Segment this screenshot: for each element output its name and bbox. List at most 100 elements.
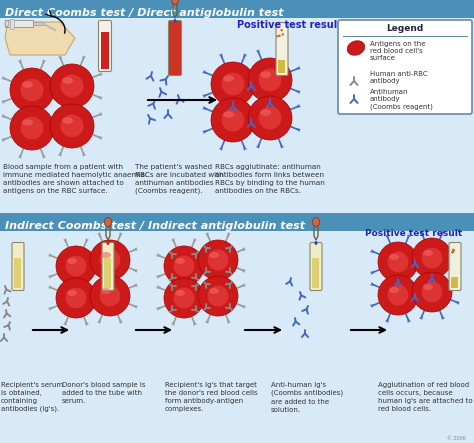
Text: Direct Coombs test / Direct antiglobulin test: Direct Coombs test / Direct antiglobulin…: [5, 8, 283, 18]
Circle shape: [65, 256, 86, 276]
Ellipse shape: [312, 218, 319, 226]
Ellipse shape: [260, 109, 271, 116]
Circle shape: [452, 251, 454, 253]
FancyBboxPatch shape: [338, 20, 472, 114]
Circle shape: [421, 282, 442, 303]
Ellipse shape: [22, 119, 33, 126]
Bar: [0, 0, 474, 18]
Bar: [10, 19, 14, 29]
Circle shape: [258, 69, 282, 91]
Circle shape: [421, 248, 442, 268]
Bar: [101, 31, 109, 69]
Ellipse shape: [67, 290, 77, 296]
Circle shape: [61, 115, 83, 137]
Ellipse shape: [389, 287, 399, 293]
Ellipse shape: [260, 71, 271, 78]
Circle shape: [248, 96, 292, 140]
Ellipse shape: [5, 20, 9, 27]
Circle shape: [208, 249, 228, 270]
Text: Positive test result: Positive test result: [365, 229, 462, 238]
Text: Donor's blood sample is
added to the tube with
serum.: Donor's blood sample is added to the tub…: [62, 382, 146, 404]
Circle shape: [211, 62, 255, 106]
Circle shape: [378, 275, 418, 315]
Ellipse shape: [22, 81, 33, 88]
Ellipse shape: [175, 258, 185, 264]
Ellipse shape: [104, 218, 111, 226]
Text: Positive test result: Positive test result: [237, 20, 342, 30]
Ellipse shape: [62, 77, 73, 84]
Bar: [33, 22, 43, 25]
Bar: [0, 0, 474, 213]
Ellipse shape: [175, 290, 185, 296]
Circle shape: [412, 272, 452, 312]
Circle shape: [282, 33, 284, 35]
Text: © 2006: © 2006: [447, 436, 466, 441]
FancyBboxPatch shape: [102, 242, 114, 291]
Circle shape: [173, 256, 194, 276]
Text: Indirect Coombs test / Indirect antiglobulin test: Indirect Coombs test / Indirect antiglob…: [5, 221, 305, 231]
Ellipse shape: [173, 19, 176, 23]
Circle shape: [90, 240, 130, 280]
FancyBboxPatch shape: [449, 242, 461, 291]
Bar: [0, 213, 474, 443]
Circle shape: [50, 104, 94, 148]
Circle shape: [208, 286, 228, 307]
Circle shape: [164, 246, 204, 286]
Ellipse shape: [172, 0, 179, 4]
Circle shape: [50, 64, 94, 108]
Bar: [15, 257, 21, 288]
Circle shape: [281, 29, 283, 31]
Text: Agglutination of red blood
cells occurs, because
human Ig's are attached to
red : Agglutination of red blood cells occurs,…: [378, 382, 473, 412]
Ellipse shape: [67, 258, 77, 264]
Circle shape: [65, 288, 86, 308]
FancyBboxPatch shape: [12, 242, 24, 291]
Text: Antigens on the
red blood cell's
surface: Antigens on the red blood cell's surface: [370, 41, 426, 61]
Circle shape: [100, 286, 120, 307]
Text: Anti-human Ig's
(Coombs antibodies)
are added to the
solution.: Anti-human Ig's (Coombs antibodies) are …: [271, 382, 343, 412]
Circle shape: [61, 74, 83, 97]
Text: RBCs agglutinate: antihuman
antibodies form links between
RBCs by binding to the: RBCs agglutinate: antihuman antibodies f…: [215, 164, 325, 194]
Bar: [279, 60, 285, 73]
Ellipse shape: [389, 254, 399, 260]
Bar: [452, 277, 458, 288]
Ellipse shape: [315, 241, 318, 245]
Ellipse shape: [62, 117, 73, 124]
Bar: [0, 213, 474, 231]
Text: The patient's washed
RBCs are incubated with
antihuman antibodies
(Coombs reagen: The patient's washed RBCs are incubated …: [135, 164, 224, 194]
Ellipse shape: [423, 250, 433, 256]
Ellipse shape: [347, 41, 365, 55]
Circle shape: [211, 98, 255, 142]
Bar: [5, 20, 33, 27]
Circle shape: [452, 249, 455, 251]
Circle shape: [453, 249, 455, 252]
Text: Recipient's Ig's that target
the donor's red blood cells
form antibody-antigen
c: Recipient's Ig's that target the donor's…: [165, 382, 258, 412]
Ellipse shape: [101, 252, 111, 258]
Circle shape: [164, 278, 204, 318]
Circle shape: [412, 238, 452, 278]
Circle shape: [451, 251, 454, 253]
Text: Blood sample from a patient with
immune mediated haemolytic anaemia:
antibodies : Blood sample from a patient with immune …: [3, 164, 147, 194]
Bar: [312, 257, 319, 288]
Text: Antihuman
antibody
(Coombs reagent): Antihuman antibody (Coombs reagent): [370, 89, 433, 109]
Circle shape: [56, 278, 96, 318]
Circle shape: [100, 249, 120, 270]
Ellipse shape: [223, 111, 234, 118]
Circle shape: [276, 35, 279, 38]
Text: Recipient's serum
is obtained,
containing
antibodies (Ig's).: Recipient's serum is obtained, containin…: [1, 382, 63, 412]
Circle shape: [378, 242, 418, 282]
FancyBboxPatch shape: [168, 20, 182, 75]
Circle shape: [258, 107, 282, 129]
Circle shape: [388, 284, 409, 305]
FancyBboxPatch shape: [276, 23, 288, 75]
Ellipse shape: [223, 75, 234, 82]
Circle shape: [388, 252, 409, 272]
Circle shape: [248, 58, 292, 102]
Circle shape: [221, 73, 245, 95]
Circle shape: [221, 109, 245, 132]
Ellipse shape: [209, 252, 219, 258]
Bar: [0, 231, 474, 443]
FancyBboxPatch shape: [99, 20, 111, 71]
Circle shape: [90, 276, 130, 316]
Circle shape: [198, 276, 238, 316]
Circle shape: [20, 117, 44, 140]
